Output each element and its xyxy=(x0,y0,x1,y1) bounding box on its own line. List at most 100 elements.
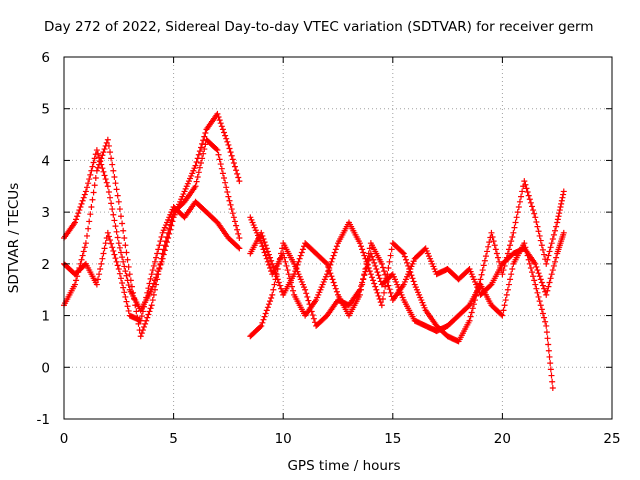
interp-point xyxy=(274,266,281,273)
interp-point xyxy=(376,275,383,282)
interp-point xyxy=(107,237,114,244)
data-point xyxy=(532,260,539,267)
interp-point xyxy=(384,278,391,285)
interp-point xyxy=(541,251,548,258)
interp-point xyxy=(119,279,126,286)
interp-point xyxy=(158,233,165,240)
interp-point xyxy=(534,289,541,296)
interp-point xyxy=(161,242,168,249)
x-tick-label: 25 xyxy=(603,431,620,447)
interp-point xyxy=(307,304,314,311)
interp-point xyxy=(553,254,560,261)
interp-point xyxy=(89,163,96,170)
x-tick-label: 15 xyxy=(384,431,401,447)
interp-point xyxy=(308,308,315,315)
interp-point xyxy=(222,179,229,186)
interp-point xyxy=(524,188,531,195)
interp-point xyxy=(559,194,566,201)
interp-point xyxy=(235,230,242,237)
interp-point xyxy=(80,248,87,255)
interp-point xyxy=(230,160,237,167)
interp-point xyxy=(164,233,171,240)
interp-point xyxy=(361,252,368,259)
interp-point xyxy=(531,277,538,284)
interp-point xyxy=(534,267,541,274)
interp-point xyxy=(538,242,545,249)
interp-point xyxy=(273,273,280,280)
data-point xyxy=(554,219,561,226)
data-point xyxy=(71,281,78,288)
interp-point xyxy=(131,296,138,303)
interp-point xyxy=(500,307,507,314)
interp-point xyxy=(387,252,394,259)
data-point xyxy=(93,147,100,154)
interp-point xyxy=(381,289,388,296)
interp-point xyxy=(373,266,380,273)
interp-point xyxy=(533,218,540,225)
interp-point xyxy=(332,246,339,253)
interp-point xyxy=(382,283,389,290)
interp-point xyxy=(480,262,487,269)
y-tick-label: 3 xyxy=(41,205,50,221)
interp-point xyxy=(111,251,118,258)
interp-point xyxy=(195,151,202,158)
interp-point xyxy=(388,246,395,253)
interp-point xyxy=(509,266,516,273)
interp-point xyxy=(155,246,162,253)
interp-point xyxy=(122,268,129,275)
y-tick-label: -1 xyxy=(37,412,50,428)
interp-point xyxy=(304,293,311,300)
interp-point xyxy=(270,286,277,293)
y-tick-label: 0 xyxy=(41,360,50,376)
data-point xyxy=(269,260,276,267)
interp-point xyxy=(496,258,503,265)
interp-point xyxy=(385,282,392,289)
interp-point xyxy=(264,258,271,265)
interp-point xyxy=(193,158,200,165)
interp-point xyxy=(365,250,372,257)
data-point xyxy=(192,183,199,190)
interp-point xyxy=(275,260,282,267)
data-point xyxy=(324,260,331,267)
data-point xyxy=(236,178,243,185)
interp-point xyxy=(333,243,340,250)
interp-point xyxy=(543,329,550,336)
interp-point xyxy=(111,173,118,180)
y-tick-label: 5 xyxy=(41,102,50,118)
data-point xyxy=(71,219,78,226)
interp-point xyxy=(151,286,158,293)
interp-point xyxy=(227,201,234,208)
chart-title: Day 272 of 2022, Sidereal Day-to-day VTE… xyxy=(44,19,594,35)
interp-point xyxy=(226,145,233,152)
interp-point xyxy=(366,245,373,252)
data-point xyxy=(258,322,265,329)
interp-point xyxy=(383,275,390,282)
interp-point xyxy=(91,182,98,189)
interp-point xyxy=(545,341,552,348)
interp-point xyxy=(97,158,104,165)
interp-point xyxy=(536,232,543,239)
interp-point xyxy=(539,282,546,289)
interp-point xyxy=(105,188,112,195)
interp-point xyxy=(260,236,267,243)
interp-point xyxy=(501,302,508,309)
interp-point xyxy=(87,171,94,178)
interp-point xyxy=(235,174,242,181)
interp-point xyxy=(77,203,84,210)
interp-point xyxy=(257,323,264,330)
interp-point xyxy=(150,291,157,298)
series-track-f xyxy=(247,229,567,319)
interp-point xyxy=(154,250,161,257)
interp-point xyxy=(528,203,535,210)
interp-point xyxy=(112,223,119,230)
interp-point xyxy=(145,285,152,292)
interp-point xyxy=(165,229,172,236)
data-point xyxy=(258,229,265,236)
interp-point xyxy=(96,161,103,168)
interp-point xyxy=(122,242,129,249)
interp-point xyxy=(145,311,152,318)
interp-point xyxy=(299,246,306,253)
interp-point xyxy=(113,186,120,193)
data-point xyxy=(225,141,232,148)
interp-point xyxy=(410,278,417,285)
